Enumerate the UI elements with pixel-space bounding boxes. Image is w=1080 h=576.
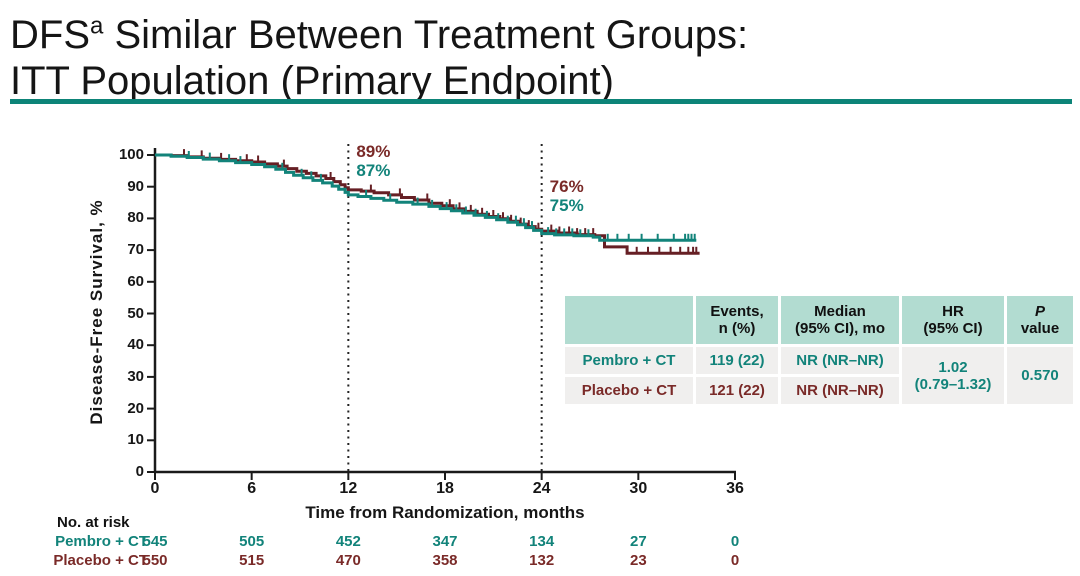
risk-count: 347 — [432, 533, 458, 550]
stats-pvalue-cell: 0.570 — [1007, 347, 1073, 404]
y-tick-label: 50 — [127, 304, 144, 322]
stats-header-cell — [565, 296, 693, 344]
risk-count: 505 — [239, 533, 265, 550]
risk-count: 452 — [335, 533, 361, 550]
x-axis-title: Time from Randomization, months — [305, 503, 585, 522]
risk-count: 515 — [239, 551, 265, 569]
risk-count: 0 — [730, 551, 740, 569]
landmark-label: 75% — [549, 196, 584, 215]
x-tick-label: 0 — [150, 480, 160, 497]
stats-row-label: Pembro + CT — [565, 347, 693, 374]
title-line2: ITT Population (Primary Endpoint) — [10, 59, 614, 104]
stats-median-cell: NR (NR–NR) — [781, 377, 899, 404]
title-superscript: a — [90, 13, 104, 40]
y-tick-label: 100 — [118, 146, 144, 163]
slide-title: DFSa Similar Between Treatment Groups: IT… — [10, 4, 748, 104]
risk-group-label: Pembro + CT — [55, 533, 148, 550]
risk-count: 132 — [529, 551, 555, 569]
risk-count: 550 — [142, 551, 168, 569]
km-curve-pembro-ct — [155, 153, 697, 242]
y-tick-label: 60 — [127, 272, 144, 290]
x-tick-label: 36 — [726, 480, 744, 497]
stats-table: Events, n (%) Median (95% CI), mo HR (95% CI)… — [565, 296, 1073, 404]
y-tick-label: 0 — [135, 463, 144, 480]
risk-count: 0 — [730, 533, 740, 550]
stats-events-cell: 121 (22) — [696, 377, 778, 404]
x-tick-label: 6 — [247, 480, 257, 497]
landmark-label: 89% — [356, 142, 391, 161]
stats-hr-cell: 1.02 (0.79–1.32) — [902, 347, 1004, 404]
stats-row-label: Placebo + CT — [565, 377, 693, 404]
stats-header-cell: HR (95% CI) — [902, 296, 1004, 344]
km-curve-placebo-ct — [155, 153, 700, 255]
title-divider-rule — [10, 99, 1072, 104]
y-tick-label: 70 — [127, 241, 144, 259]
landmark-label: 76% — [549, 177, 584, 196]
risk-count: 23 — [629, 551, 647, 569]
y-tick-label: 90 — [127, 177, 144, 195]
risk-count: 27 — [629, 533, 647, 550]
y-tick-label: 80 — [127, 209, 144, 227]
x-tick-label: 12 — [339, 480, 358, 497]
y-tick-label: 20 — [127, 399, 144, 417]
title-line1: DFSa Similar Between Treatment Groups: — [10, 13, 749, 58]
y-tick-label: 10 — [127, 431, 144, 449]
y-tick-label: 30 — [127, 367, 144, 385]
risk-count: 545 — [142, 533, 168, 550]
risk-group-label: Placebo + CT — [53, 551, 148, 569]
stats-header-cell: Median (95% CI), mo — [781, 296, 899, 344]
landmark-label: 87% — [356, 161, 391, 180]
risk-count: 470 — [335, 551, 361, 569]
x-tick-label: 30 — [629, 480, 648, 497]
x-tick-label: 18 — [436, 480, 454, 497]
risk-count: 358 — [432, 551, 458, 569]
x-tick-label: 24 — [532, 480, 551, 497]
risk-count: 134 — [529, 533, 555, 550]
stats-events-cell: 119 (22) — [696, 347, 778, 374]
y-tick-label: 40 — [127, 336, 144, 354]
risk-table-caption: No. at risk — [57, 514, 130, 531]
stats-header-cell: Events, n (%) — [696, 296, 778, 344]
y-axis-title: Disease-Free Survival, % — [87, 199, 106, 425]
stats-median-cell: NR (NR–NR) — [781, 347, 899, 374]
